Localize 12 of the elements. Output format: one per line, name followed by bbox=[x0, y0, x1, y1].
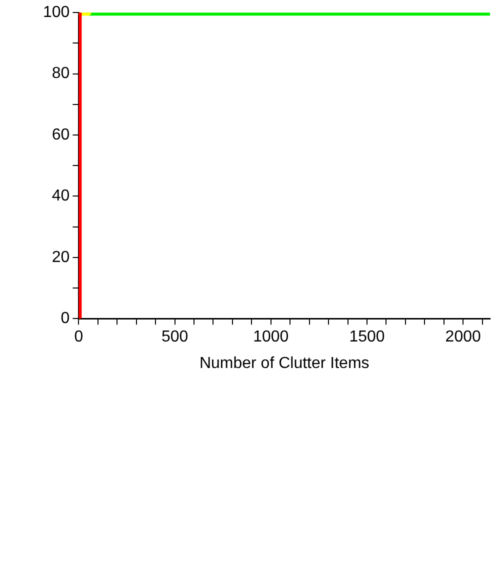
x-tick-label: 500 bbox=[161, 328, 188, 346]
y-tick-label: 20 bbox=[52, 248, 70, 266]
x-axis-title: Number of Clutter Items bbox=[199, 354, 370, 372]
y-tick-label: 80 bbox=[52, 65, 70, 82]
y-tick-label: 40 bbox=[52, 188, 70, 205]
y-tick-label: 60 bbox=[52, 126, 70, 144]
x-tick-label: 0 bbox=[74, 328, 84, 346]
y-tick-label: 0 bbox=[60, 310, 70, 328]
x-tick-label: 2000 bbox=[445, 328, 481, 346]
x-tick-label: 1000 bbox=[253, 328, 289, 346]
y-tick-label: 100 bbox=[42, 4, 70, 22]
x-tick-label: 1500 bbox=[349, 328, 385, 346]
